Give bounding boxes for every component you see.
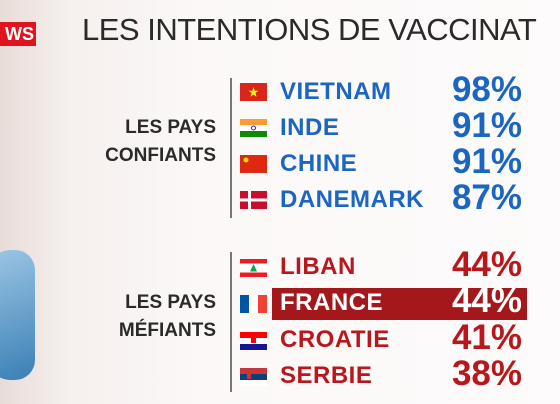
country: DANEMARK xyxy=(280,186,424,213)
flag xyxy=(240,191,267,209)
country: CROATIE xyxy=(280,326,390,353)
highlight xyxy=(272,288,527,320)
country: VIETNAM xyxy=(280,78,392,105)
flag xyxy=(240,83,267,101)
divider xyxy=(230,252,232,392)
flag xyxy=(240,368,267,386)
value: 91% xyxy=(451,106,522,145)
flag xyxy=(240,295,267,313)
value: 44% xyxy=(451,281,522,320)
value: 91% xyxy=(451,142,522,181)
value: 87% xyxy=(451,178,522,217)
flag xyxy=(240,155,267,173)
title: LES INTENTIONS DE VACCINAT xyxy=(82,12,537,47)
country: FRANCE xyxy=(280,289,383,316)
flag xyxy=(240,332,267,350)
group-label: CONFIANTS xyxy=(105,145,216,166)
group-label: LES PAYS xyxy=(125,117,216,138)
value: 44% xyxy=(451,245,522,284)
value: 38% xyxy=(451,354,522,393)
flag xyxy=(240,119,267,137)
value: 98% xyxy=(451,70,522,109)
country: SERBIE xyxy=(280,362,373,389)
group-label: LES PAYS xyxy=(125,292,216,313)
logo: WS xyxy=(0,22,36,46)
flag xyxy=(240,259,267,277)
country: CHINE xyxy=(280,150,358,177)
country: INDE xyxy=(280,114,340,141)
group-label: MÉFIANTS xyxy=(118,320,216,341)
value: 41% xyxy=(451,318,522,357)
image-fragment xyxy=(0,250,35,380)
country: LIBAN xyxy=(280,253,356,280)
divider xyxy=(230,78,232,218)
